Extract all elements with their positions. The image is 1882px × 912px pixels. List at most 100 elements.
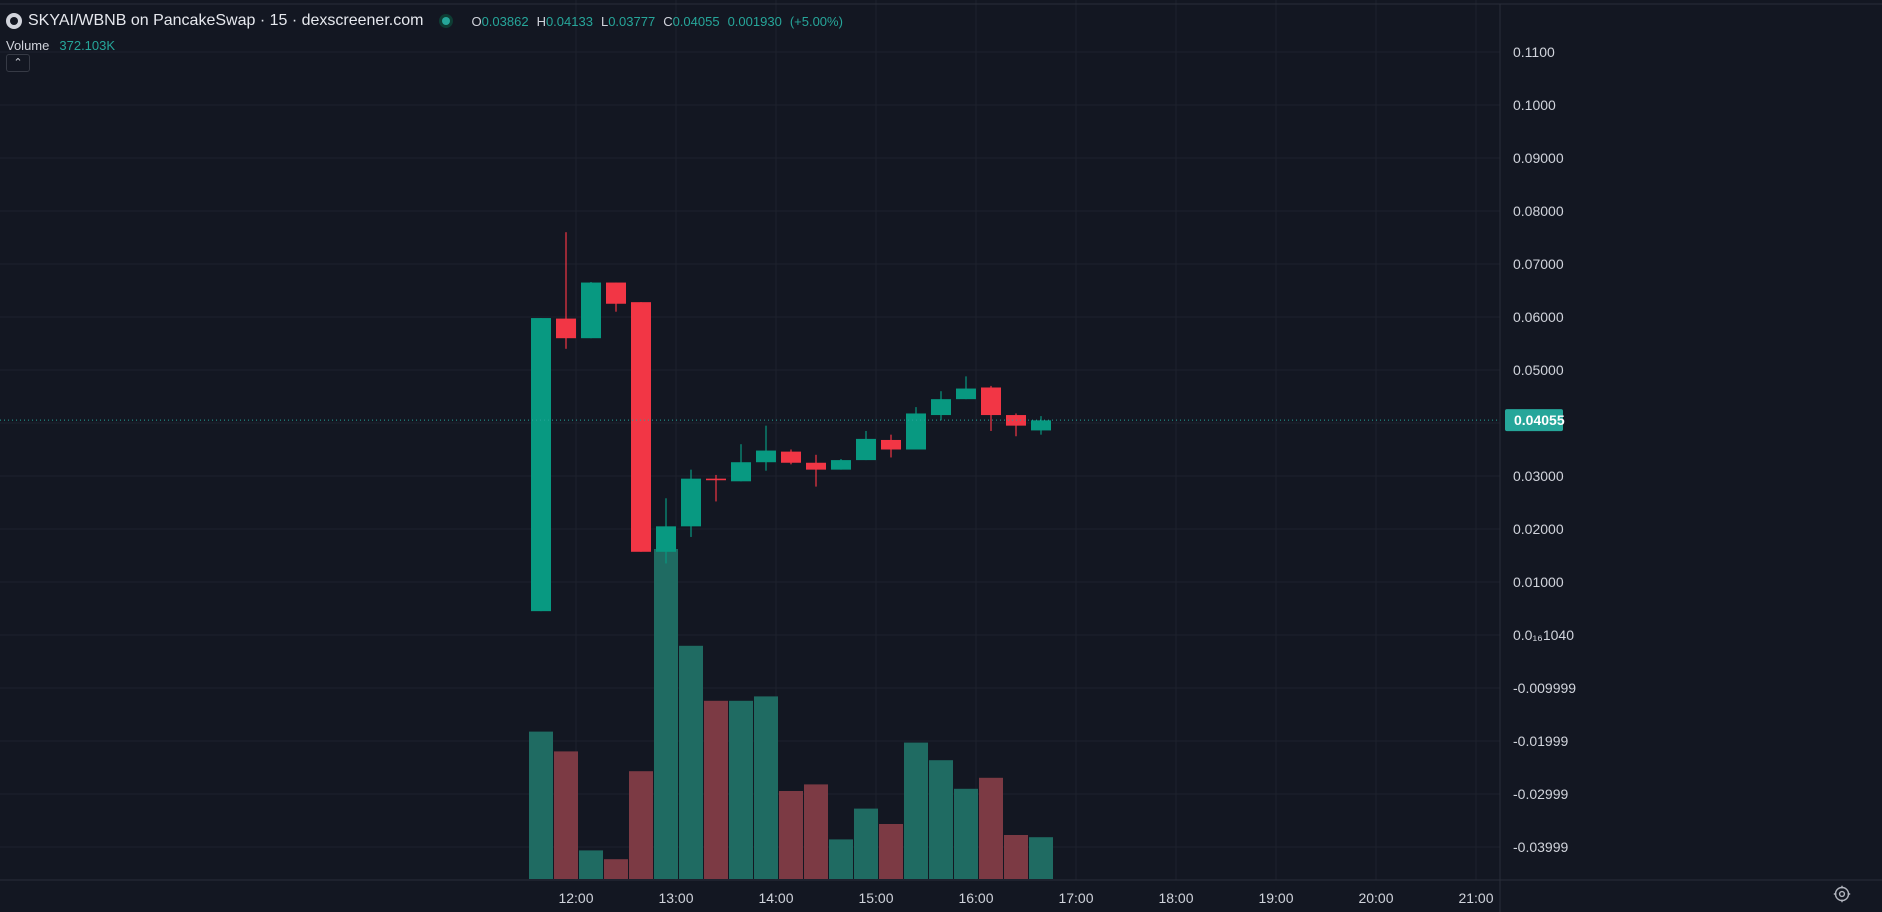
x-tick-label: 19:00 [1258, 890, 1293, 906]
y-tick-label: 0.01000 [1513, 574, 1564, 590]
candle [881, 434, 901, 458]
ohlc-value: 0.03862 [481, 13, 529, 29]
volume-bar [954, 788, 978, 879]
candle-body [931, 399, 951, 416]
dexscreener-logo-icon [6, 13, 22, 29]
ohlc-value: 0.04055 [672, 13, 720, 29]
volume-bar [904, 742, 928, 879]
candle-body [856, 438, 876, 461]
collapse-legend-button[interactable]: ⌃ [6, 54, 30, 72]
ohlc-key: O [471, 13, 482, 29]
volume-bar [829, 839, 853, 879]
candle-body [781, 451, 801, 463]
x-tick-label: 20:00 [1358, 890, 1393, 906]
ohlc-key: L [600, 13, 609, 29]
candle [906, 407, 926, 450]
y-tick-label: 0.08000 [1513, 203, 1564, 219]
candle-body [681, 478, 701, 527]
volume-bar [854, 808, 878, 879]
candle [706, 474, 726, 502]
volume-bar [529, 731, 553, 879]
x-tick-label: 16:00 [958, 890, 993, 906]
ohlc-key: C [663, 13, 673, 29]
candle [831, 459, 851, 470]
y-tick-label: -0.03999 [1513, 839, 1568, 855]
volume-bar [704, 700, 728, 879]
candle [806, 454, 826, 487]
volume-bar [754, 696, 778, 879]
volume-label: Volume [6, 38, 50, 53]
candle-body [581, 282, 601, 339]
ohlc-value: 0.001930 [727, 13, 782, 29]
x-tick-label: 18:00 [1158, 890, 1193, 906]
y-tick-label: 0.03000 [1513, 468, 1564, 484]
candle [631, 302, 651, 552]
volume-bar [929, 760, 953, 879]
ohlc-value: 0.04133 [545, 13, 593, 29]
x-axis[interactable]: 12:00 13:00 14:00 15:00 16:00 17:00 18:00 19:00… [558, 890, 1493, 906]
y-axis[interactable]: 0.1100 0.1000 0.09000 0.08000 0.07000 0.06000… [1505, 44, 1576, 855]
candle-body [806, 462, 826, 470]
volume-bar [1029, 837, 1053, 879]
y-tick-label: -0.009999 [1513, 680, 1576, 696]
volume-bar [879, 824, 903, 879]
volume-bar [654, 549, 678, 879]
y-tick-label: 0.09000 [1513, 150, 1564, 166]
candle [556, 232, 576, 349]
candle-body [731, 462, 751, 482]
candle [756, 425, 776, 471]
chevron-up-icon: ⌃ [13, 57, 23, 69]
volume-bar [629, 771, 653, 879]
candle [681, 469, 701, 537]
candle-body [881, 439, 901, 450]
x-tick-label: 17:00 [1058, 890, 1093, 906]
ohlc-key: H [536, 13, 546, 29]
y-tick-label: -0.01999 [1513, 733, 1568, 749]
candle-body [981, 387, 1001, 416]
current-price-label: 0.04055 [1514, 412, 1565, 428]
y-tick-label: 0.07000 [1513, 256, 1564, 272]
candle-body [1031, 420, 1051, 431]
x-tick-label: 13:00 [658, 890, 693, 906]
y-tick-label: 0.1000 [1513, 97, 1556, 113]
x-tick-label: 21:00 [1458, 890, 1493, 906]
candle [981, 385, 1001, 431]
candle [656, 498, 676, 564]
y-tick-label: -0.02999 [1513, 786, 1568, 802]
candle [531, 318, 551, 612]
current-price-tag-bg [1505, 409, 1563, 432]
y-tick-label: 0.1100 [1513, 44, 1555, 60]
volume-legend: Volume 372.103K [6, 38, 115, 53]
candle-body [956, 388, 976, 400]
candle [956, 376, 976, 400]
volume-bar [729, 700, 753, 879]
volume-bar [779, 791, 803, 879]
candle-body [906, 413, 926, 450]
candlesticks [531, 232, 1051, 612]
volume-value: 372.103K [59, 38, 116, 53]
candle-body [556, 318, 576, 339]
x-tick-label: 14:00 [758, 890, 793, 906]
y-tick-label: 0.0₁₆1040 [1513, 627, 1574, 643]
candle-body [531, 318, 551, 612]
candle-body [606, 282, 626, 304]
candle-body [756, 450, 776, 463]
candle [931, 391, 951, 421]
volume-bar [579, 850, 603, 879]
candle [731, 444, 751, 482]
candle-body [706, 478, 726, 481]
gear-icon[interactable] [1832, 884, 1852, 904]
ohlc-value: (+5.00%) [789, 13, 843, 29]
candle-body [656, 526, 676, 552]
volume-bars [529, 549, 1053, 879]
volume-bar [554, 751, 578, 879]
market-status-icon[interactable] [439, 14, 454, 28]
y-tick-label: 0.05000 [1513, 362, 1564, 378]
chart-header: SKYAI/WBNB on PancakeSwap · 15 · dexscre… [6, 9, 851, 33]
volume-bar [604, 859, 628, 879]
current-price-tag: 0.04055 [1505, 409, 1565, 432]
candle [781, 449, 801, 465]
volume-bar [1004, 835, 1028, 879]
